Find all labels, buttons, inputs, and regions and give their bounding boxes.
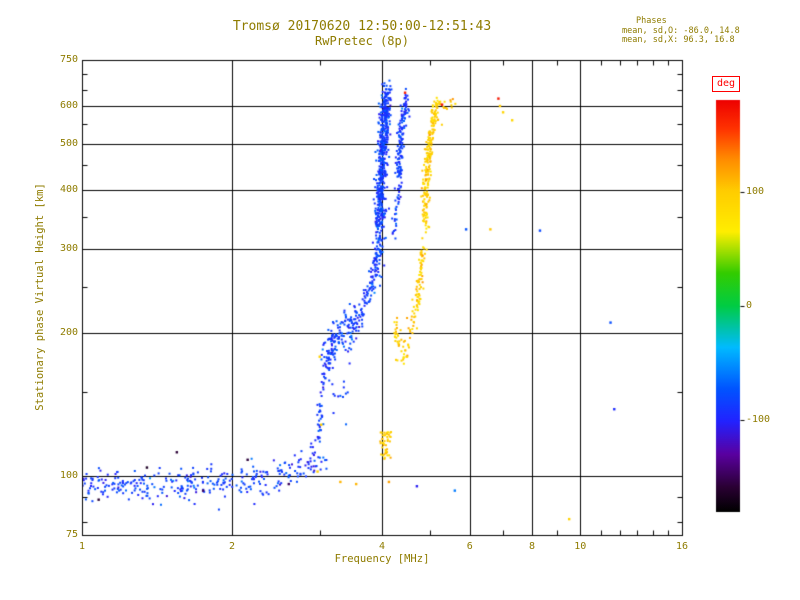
y-tick-label: 750 (59, 54, 78, 65)
y-tick-label: 400 (59, 183, 78, 195)
colorbar-unit-label: deg (712, 76, 741, 92)
y-tick-label: 300 (59, 243, 78, 255)
y-tick-label: 600 (59, 100, 78, 112)
phase-stats-x-mode: mean, sd,X: 96.3, 16.8 (622, 35, 735, 45)
y-axis-label: Stationary phase Virtual Height [km] (34, 183, 46, 411)
phase-stats: Phases mean, sd,O: -86.0, 14.8 mean, sd,… (622, 16, 740, 46)
x-tick-label: 8 (528, 541, 536, 552)
x-tick-label: 2 (228, 541, 236, 552)
phase-stats-o-mode: mean, sd,O: -86.0, 14.8 (622, 25, 740, 36)
y-tick-label: 500 (59, 137, 78, 149)
phase-stats-header: Phases (636, 16, 667, 26)
y-tick-label: 100 (59, 469, 78, 481)
colorbar-tick-label: 100 (746, 185, 765, 197)
x-tick-label: 16 (675, 541, 689, 552)
x-tick-label: 1 (78, 541, 86, 552)
y-tick-label: 200 (59, 326, 78, 338)
x-tick-label: 10 (574, 541, 587, 552)
plot-subtitle: RwPretec (8p) (315, 34, 409, 48)
colorbar-tick-label: -100 (746, 414, 771, 426)
x-axis-label: Frequency [MHz] (334, 553, 430, 565)
y-tick-label: 75 (65, 529, 78, 540)
x-tick-label: 6 (466, 541, 473, 552)
plot-title: Tromsø 20170620 12:50:00-12:51:43 (232, 19, 492, 34)
colorbar-tick-label: 0 (746, 300, 753, 311)
x-tick-label: 4 (378, 541, 386, 552)
